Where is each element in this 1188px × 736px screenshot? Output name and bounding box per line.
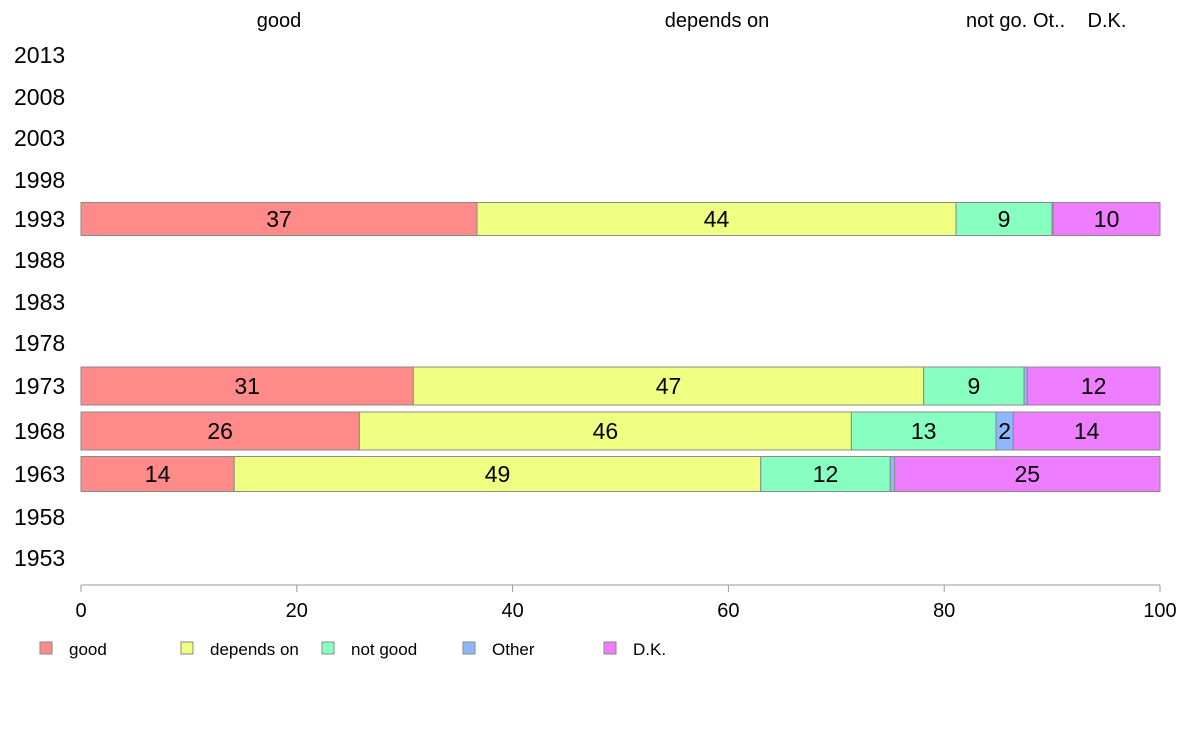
x-axis: 0 20 40 60 80 100 xyxy=(75,584,1177,622)
x-tick-label: 0 xyxy=(75,600,86,622)
bar-segment xyxy=(80,456,235,492)
bar-segment xyxy=(80,202,478,236)
y-tick-label: 1988 xyxy=(14,247,65,273)
bar-segment xyxy=(955,202,1053,236)
top-label: D.K. xyxy=(1088,10,1127,32)
legend-swatch xyxy=(603,641,617,655)
legend-swatch xyxy=(462,641,476,655)
bar-value-label: 9 xyxy=(998,206,1011,232)
bar-value-label: 14 xyxy=(1074,418,1100,444)
y-tick-label: 1958 xyxy=(14,504,65,530)
bar-segment xyxy=(80,366,414,406)
x-tick-label: 20 xyxy=(286,600,308,622)
bar-segment xyxy=(894,456,1161,492)
y-axis-labels: 2013 2008 2003 1998 1993 1988 1983 1978 1973 1968… xyxy=(14,42,65,571)
y-tick-label: 1973 xyxy=(14,373,65,399)
top-label: Ot.. xyxy=(1033,10,1065,32)
bar-segment xyxy=(1052,202,1161,236)
x-tick-label: 80 xyxy=(933,600,955,622)
y-tick-label: 1978 xyxy=(14,330,65,356)
bar-value-label: 37 xyxy=(266,206,292,232)
bar-value-label: 12 xyxy=(1081,373,1107,399)
y-tick-label: 2003 xyxy=(14,125,65,151)
bar-segment xyxy=(760,456,891,492)
bar-value-label: 31 xyxy=(234,373,260,399)
y-tick-label: 1993 xyxy=(14,206,65,232)
legend-swatch xyxy=(321,641,335,655)
bar-value-label: 26 xyxy=(207,418,233,444)
x-tick-label: 40 xyxy=(501,600,523,622)
legend-label: good xyxy=(69,640,107,659)
bar-value-label: 14 xyxy=(145,461,171,487)
column-header-labels: good depends on not go. Ot.. D.K. xyxy=(257,10,1127,32)
bars: 37 44 9 10 31 47 9 12 26 46 13 2 14 14 49 12 25 xyxy=(80,202,1161,492)
bar-value-label: 13 xyxy=(911,418,937,444)
y-tick-label: 1963 xyxy=(14,461,65,487)
bar-value-label: 12 xyxy=(813,461,839,487)
bar-segment xyxy=(1012,411,1161,451)
legend-label: Other xyxy=(492,640,535,659)
top-label: depends on xyxy=(665,10,770,32)
y-tick-label: 1998 xyxy=(14,167,65,193)
bar-segment xyxy=(889,456,896,492)
bar-segment xyxy=(233,456,762,492)
bar-segment xyxy=(1026,366,1161,406)
bar-value-label: 49 xyxy=(485,461,511,487)
bar-value-label: 44 xyxy=(704,206,730,232)
legend-label: not good xyxy=(351,640,417,659)
bar-value-label: 47 xyxy=(656,373,682,399)
y-tick-label: 1983 xyxy=(14,289,65,315)
bar-value-label: 2 xyxy=(998,418,1011,444)
bar-value-label: 9 xyxy=(967,373,980,399)
bar-value-label: 25 xyxy=(1014,461,1040,487)
top-label: good xyxy=(257,10,302,32)
y-tick-label: 2008 xyxy=(14,84,65,110)
legend-swatch xyxy=(180,641,194,655)
bar-value-label: 46 xyxy=(593,418,619,444)
x-tick-label: 60 xyxy=(717,600,739,622)
y-tick-label: 1968 xyxy=(14,418,65,444)
top-label: not go. xyxy=(966,10,1027,32)
legend-label: D.K. xyxy=(633,640,666,659)
legend: good depends on not good Other D.K. xyxy=(39,640,666,659)
bar-value-label: 10 xyxy=(1094,206,1120,232)
bar-segment xyxy=(476,202,957,236)
y-tick-label: 1953 xyxy=(14,545,65,571)
legend-swatch xyxy=(39,641,53,655)
bar-segment xyxy=(923,366,1025,406)
x-tick-label: 100 xyxy=(1143,600,1176,622)
bar-segment xyxy=(850,411,997,451)
legend-label: depends on xyxy=(210,640,299,659)
bar-segment xyxy=(80,411,360,451)
y-tick-label: 2013 xyxy=(14,42,65,68)
bar-segment xyxy=(412,366,925,406)
